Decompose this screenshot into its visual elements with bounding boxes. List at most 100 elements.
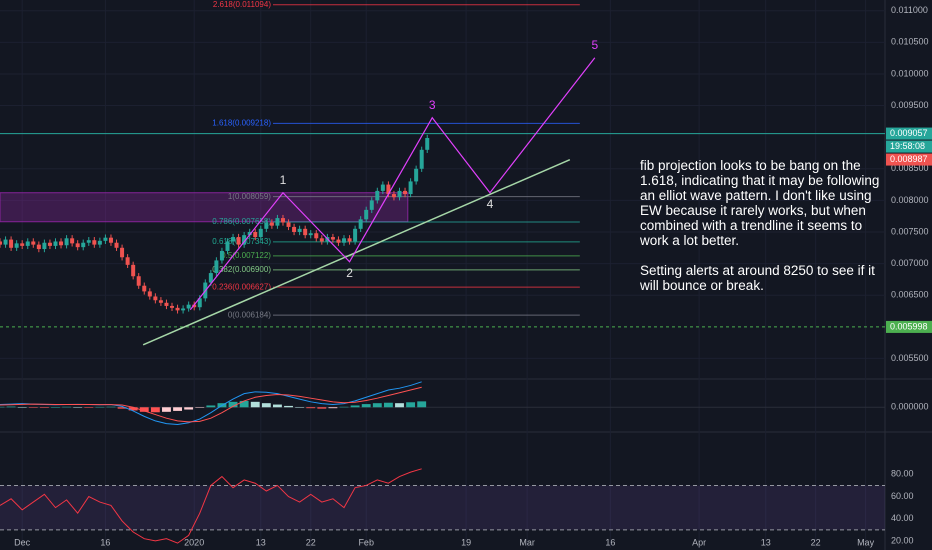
- candle-body: [342, 238, 347, 243]
- histogram-bar: [272, 404, 282, 408]
- wave-label: 1: [280, 173, 287, 187]
- x-tick-label: 22: [306, 537, 316, 547]
- histogram-bar: [6, 406, 16, 408]
- histogram-bar: [150, 407, 160, 413]
- histogram-bar: [228, 401, 238, 408]
- histogram-bar: [128, 407, 138, 411]
- histogram-bar: [417, 401, 427, 408]
- x-tick-label: Mar: [519, 537, 535, 547]
- x-tick-label: 16: [605, 537, 615, 547]
- histogram-bar: [95, 406, 105, 408]
- signal-line: [0, 386, 422, 423]
- candle-body: [175, 307, 180, 311]
- histogram-bar: [206, 405, 216, 408]
- candle-body: [3, 239, 8, 245]
- histogram-bar: [117, 407, 127, 409]
- y-tick-label: 60.00: [891, 491, 914, 501]
- candle-body: [330, 237, 335, 240]
- x-tick-label: 16: [100, 537, 110, 547]
- candle-body: [181, 308, 186, 311]
- candle-body: [231, 237, 236, 242]
- annotation-text: Setting alerts at around 8250 to see if …: [640, 263, 875, 293]
- histogram-bar: [261, 403, 271, 408]
- price-label: 0.005998: [890, 321, 928, 331]
- histogram-bar: [162, 407, 171, 412]
- histogram-bar: [339, 406, 349, 408]
- zone: [0, 192, 409, 223]
- histogram-bar: [84, 407, 94, 408]
- candle-body: [414, 168, 419, 182]
- histogram-bar: [39, 407, 49, 408]
- x-tick-label: Dec: [14, 537, 31, 547]
- candle-body: [280, 218, 285, 223]
- candle-body: [164, 302, 169, 306]
- histogram-bar: [317, 407, 327, 409]
- histogram-bar: [73, 407, 83, 408]
- y-tick-label: 0.010500: [891, 37, 929, 47]
- histogram-bar: [306, 407, 316, 409]
- candle-body: [103, 237, 108, 241]
- histogram-bar: [239, 400, 249, 408]
- histogram-bar: [173, 407, 182, 411]
- candle-body: [136, 276, 141, 286]
- y-tick-label: 0.008000: [891, 195, 929, 205]
- candle-body: [264, 222, 269, 229]
- candle-body: [170, 305, 175, 308]
- y-tick-label: 20.00: [891, 535, 914, 545]
- candle-body: [375, 190, 380, 201]
- candle-body: [31, 241, 36, 245]
- candle-body: [92, 240, 97, 245]
- candle-body: [192, 304, 197, 308]
- candle-body: [253, 231, 258, 238]
- fib-label: 0.382(0.006900): [212, 265, 271, 274]
- y-tick-label: 0.009500: [891, 100, 929, 110]
- candle-body: [131, 264, 136, 277]
- x-tick-label: 19: [461, 537, 471, 547]
- fib-label: 0(0.006184): [228, 310, 271, 319]
- candle-body: [419, 149, 424, 169]
- x-tick-label: 2020: [184, 537, 204, 547]
- histogram-bar: [350, 405, 360, 408]
- y-tick-label: 0.011000: [891, 5, 928, 15]
- candle-body: [186, 304, 191, 309]
- fib-label: 0.618(0.007343): [212, 237, 271, 246]
- countdown: 19:58:08: [890, 141, 925, 151]
- y-tick-label: 0.007000: [891, 258, 929, 268]
- histogram-bar: [395, 403, 404, 408]
- candle-body: [53, 241, 58, 246]
- candle-body: [153, 296, 158, 301]
- wave-label: 5: [591, 38, 598, 52]
- candle-body: [47, 242, 52, 246]
- candle-body: [336, 239, 341, 243]
- candle-body: [14, 243, 19, 248]
- candle-body: [403, 190, 408, 195]
- x-tick-label: May: [857, 537, 875, 547]
- candle-body: [0, 241, 2, 245]
- candle-body: [108, 237, 113, 243]
- histogram-bar: [372, 403, 382, 408]
- candle-body: [114, 242, 119, 248]
- y-tick-label: 0.007500: [891, 226, 929, 236]
- candle-body: [314, 233, 319, 239]
- annotation-text: fib projection looks to be bang on the 1…: [640, 158, 880, 248]
- histogram-bar: [0, 406, 5, 408]
- candle-body: [225, 241, 230, 251]
- candle-body: [236, 237, 241, 245]
- y-tick-label: 0.010000: [891, 68, 929, 78]
- candle-body: [258, 228, 263, 238]
- candle-body: [292, 226, 297, 232]
- candle-body: [208, 273, 213, 283]
- fib-label: 1.618(0.009218): [212, 118, 271, 127]
- candle-body: [247, 231, 252, 236]
- candle-body: [242, 235, 247, 245]
- wave-path: [189, 57, 596, 311]
- fib-label: 2.618(0.011094): [213, 0, 271, 9]
- candle-body: [75, 243, 80, 248]
- last-price: 0.008987: [890, 154, 928, 164]
- y-tick-label: 80.00: [891, 469, 914, 479]
- candle-body: [347, 238, 352, 242]
- annotation: fib projection looks to be bang on the 1…: [640, 158, 885, 308]
- x-tick-label: Apr: [692, 537, 706, 547]
